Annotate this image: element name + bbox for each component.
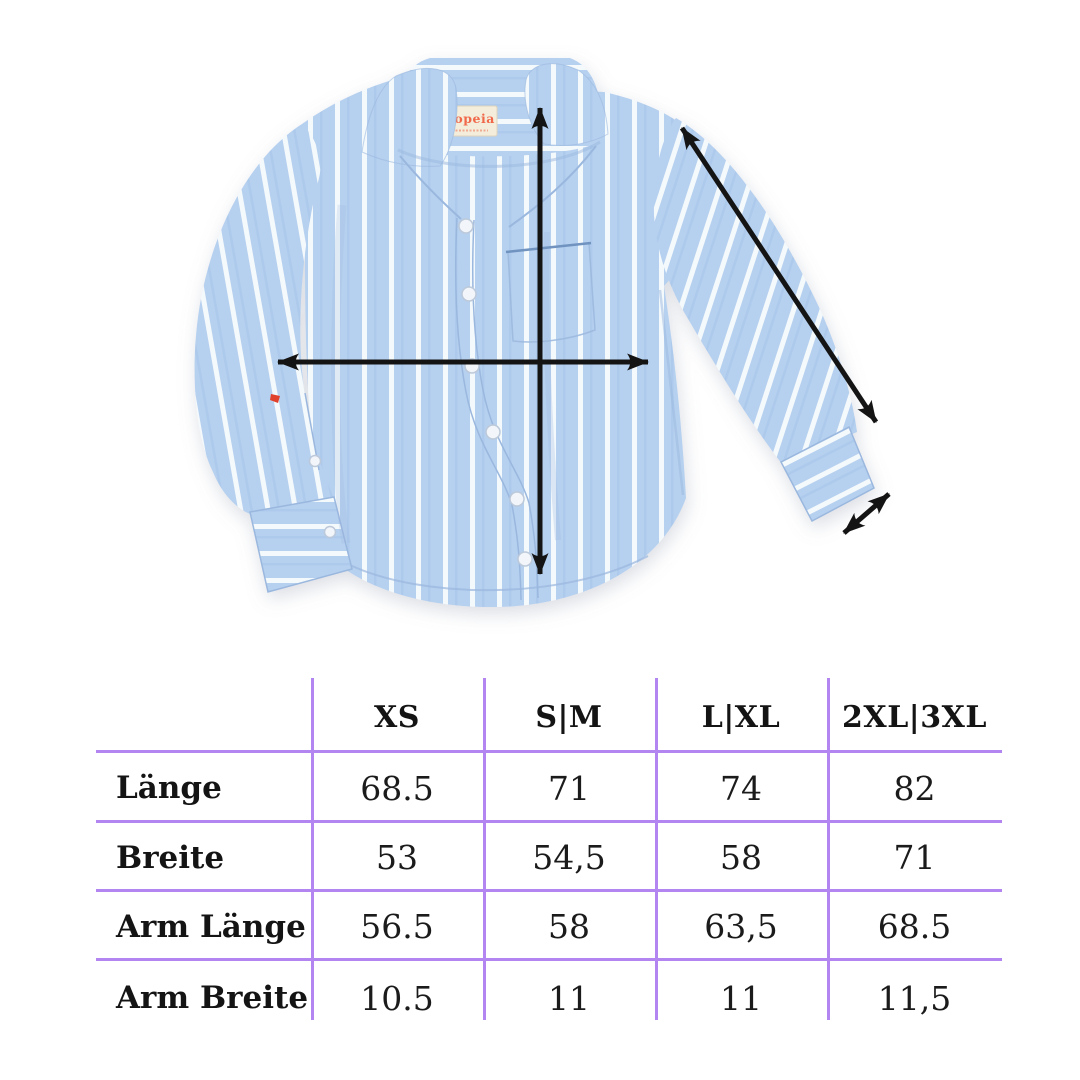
left-cuff <box>249 496 353 593</box>
collar-right-flap <box>524 63 609 147</box>
left-sleeve <box>194 124 334 514</box>
shirt: popeia <box>194 58 875 608</box>
shirt-photo: popeia <box>194 58 891 608</box>
v-opening-left <box>399 155 462 220</box>
value-arm-breite-lxl: 11 <box>720 978 762 1018</box>
grid-vline <box>311 678 314 1020</box>
value-breite-lxl: 58 <box>720 838 762 877</box>
grid-vline <box>827 678 830 1020</box>
value-laenge-2xl3xl: 82 <box>893 768 936 808</box>
chest-pocket <box>505 241 596 343</box>
brand-label-text: popeia <box>445 111 495 126</box>
row-label-arm-laenge: Arm Länge <box>116 908 306 945</box>
value-laenge-sm: 71 <box>548 768 590 808</box>
value-laenge-xs: 68.5 <box>360 768 434 808</box>
corner-cell <box>96 660 311 750</box>
value-arm-breite-xs: 10.5 <box>360 978 434 1018</box>
size-table-grid: XS S|M L|XL 2XL|3XL Länge 68.5 71 74 82 … <box>96 660 1002 1032</box>
cuff-button <box>323 525 337 539</box>
neckline-shadow <box>397 140 601 168</box>
value-arm-laenge-xs: 56.5 <box>360 907 434 946</box>
grid-hline <box>96 820 1002 823</box>
row-label-arm-breite: Arm Breite <box>116 980 309 1016</box>
arm-width-arrow <box>842 492 891 535</box>
body-fold <box>331 204 351 544</box>
col-header-2xl3xl: 2XL|3XL <box>842 699 987 735</box>
col-header-xs: XS <box>374 699 420 735</box>
size-table: XS S|M L|XL 2XL|3XL Länge 68.5 71 74 82 … <box>0 660 1080 1080</box>
red-stitch-detail <box>270 394 280 403</box>
v-opening-right <box>508 145 597 228</box>
value-arm-laenge-lxl: 63,5 <box>704 907 778 946</box>
grid-vline <box>483 678 486 1020</box>
measurement-arrows <box>277 107 891 575</box>
arm-length-arrow <box>679 126 879 424</box>
value-arm-breite-sm: 11 <box>548 978 590 1018</box>
col-header-sm: S|M <box>535 699 603 735</box>
grid-hline <box>96 750 1002 753</box>
placket-stitch-left <box>454 217 522 601</box>
value-arm-laenge-2xl3xl: 68.5 <box>877 907 952 946</box>
value-breite-sm: 54,5 <box>532 838 606 877</box>
value-laenge-lxl: 74 <box>720 768 762 808</box>
grid-hline <box>96 889 1002 892</box>
grid-hline <box>96 958 1002 961</box>
row-label-laenge: Länge <box>116 770 222 806</box>
hem-stitch <box>349 555 649 592</box>
row-label-breite: Breite <box>116 839 225 876</box>
sleeve-button <box>308 454 322 468</box>
value-arm-laenge-sm: 58 <box>548 907 590 946</box>
right-sleeve <box>653 118 857 464</box>
value-breite-xs: 53 <box>376 838 418 877</box>
value-breite-2xl3xl: 71 <box>893 838 936 877</box>
value-arm-breite-2xl3xl: 11,5 <box>877 978 952 1018</box>
right-underarm-seam <box>658 289 685 496</box>
grid-vline <box>655 678 658 1020</box>
collar-left-flap <box>361 67 458 167</box>
shirt-body <box>302 80 695 608</box>
col-header-lxl: L|XL <box>701 699 781 735</box>
